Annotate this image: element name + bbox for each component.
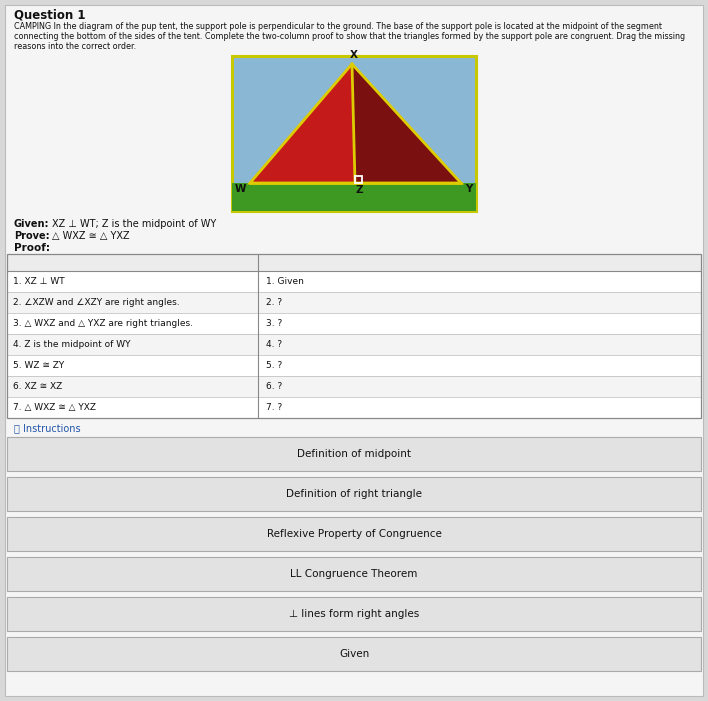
Text: X: X [350, 50, 358, 60]
Bar [355, 176, 362, 183]
Text: 3. △ WXZ and △ YXZ are right triangles.: 3. △ WXZ and △ YXZ are right triangles. [13, 319, 193, 328]
Text: 1. Given: 1. Given [266, 277, 304, 286]
Text: 1. XZ ⊥ WT: 1. XZ ⊥ WT [13, 277, 64, 286]
Text: Given: Given [339, 649, 369, 659]
Polygon shape [250, 64, 355, 183]
Text: Definition of midpoint: Definition of midpoint [297, 449, 411, 459]
Text: Reasons: Reasons [457, 257, 501, 268]
Text: connecting the bottom of the sides of the tent. Complete the two-column proof to: connecting the bottom of the sides of th… [14, 32, 685, 41]
Bar [7, 557, 701, 591]
Bar [7, 271, 701, 292]
Bar [7, 477, 701, 511]
Bar [7, 397, 701, 418]
Bar [7, 355, 701, 376]
Text: Question 1: Question 1 [14, 9, 86, 22]
Text: ⓘ Instructions: ⓘ Instructions [14, 423, 81, 433]
Bar [7, 292, 701, 313]
Text: 5. ?: 5. ? [266, 361, 282, 370]
Bar [7, 313, 701, 334]
Text: 3. ?: 3. ? [266, 319, 282, 328]
Text: 4. Z is the midpoint of WY: 4. Z is the midpoint of WY [13, 340, 130, 349]
Bar [7, 437, 701, 471]
Text: Proof:: Proof: [14, 243, 50, 253]
Text: 7. △ WXZ ≅ △ YXZ: 7. △ WXZ ≅ △ YXZ [13, 403, 96, 412]
Bar [232, 56, 476, 211]
Text: △ WXZ ≅ △ YXZ: △ WXZ ≅ △ YXZ [52, 231, 130, 241]
Bar [7, 637, 701, 671]
Text: CAMPING In the diagram of the pup tent, the support pole is perpendicular to the: CAMPING In the diagram of the pup tent, … [14, 22, 662, 31]
Text: Prove:: Prove: [14, 231, 50, 241]
Bar [7, 376, 701, 397]
Bar [7, 597, 701, 631]
Text: Z: Z [355, 185, 362, 195]
Text: LL Congruence Theorem: LL Congruence Theorem [290, 569, 418, 579]
Text: 6. XZ ≅ XZ: 6. XZ ≅ XZ [13, 382, 62, 391]
Text: ⊥ lines form right angles: ⊥ lines form right angles [289, 609, 419, 619]
Text: Given:: Given: [14, 219, 50, 229]
Text: 4. ?: 4. ? [266, 340, 282, 349]
Text: 2. ?: 2. ? [266, 298, 282, 307]
Bar [7, 334, 701, 355]
Text: reasons into the correct order.: reasons into the correct order. [14, 42, 136, 51]
Text: 2. ∠XZW and ∠XZY are right angles.: 2. ∠XZW and ∠XZY are right angles. [13, 298, 180, 307]
Text: 5. WZ ≅ ZY: 5. WZ ≅ ZY [13, 361, 64, 370]
Text: Statements: Statements [103, 257, 163, 268]
Polygon shape [352, 64, 461, 183]
Bar [232, 183, 476, 211]
Text: 6. ?: 6. ? [266, 382, 282, 391]
Text: Definition of right triangle: Definition of right triangle [286, 489, 422, 499]
Bar [7, 517, 701, 551]
Bar [7, 254, 701, 418]
Text: XZ ⊥ WT; Z is the midpoint of WY: XZ ⊥ WT; Z is the midpoint of WY [52, 219, 216, 229]
Text: Y: Y [465, 184, 472, 194]
Text: Reflexive Property of Congruence: Reflexive Property of Congruence [267, 529, 441, 539]
Text: 7. ?: 7. ? [266, 403, 282, 412]
Bar [7, 254, 701, 271]
Text: W: W [234, 184, 246, 194]
